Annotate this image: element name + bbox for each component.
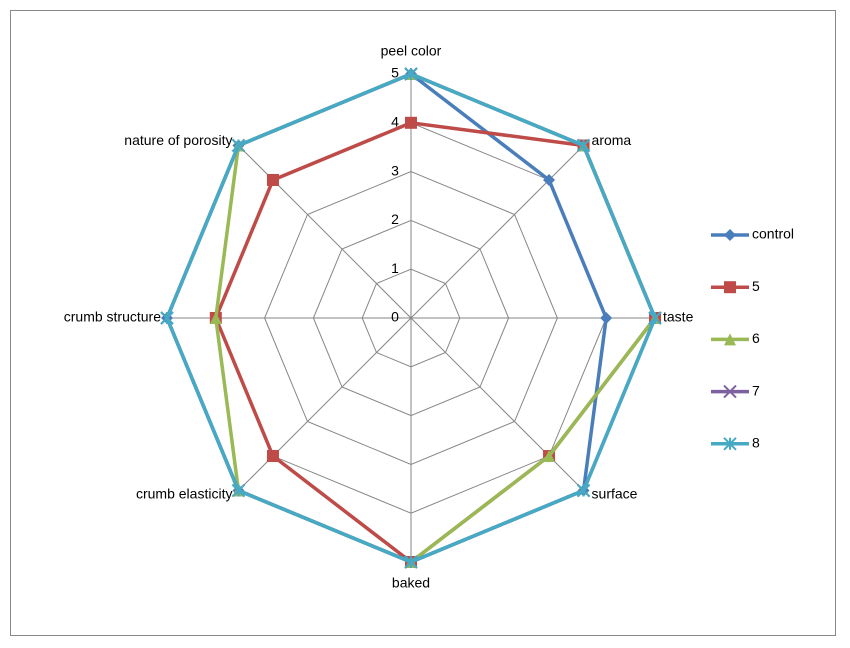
category-label: baked: [392, 575, 430, 591]
point-marker: [266, 450, 279, 463]
category-label: crumb structure: [64, 309, 161, 325]
point-marker: [543, 450, 556, 463]
point-marker: [543, 173, 556, 186]
tick-label: 0: [391, 309, 399, 325]
point-marker: [648, 311, 662, 325]
category-label: taste: [663, 309, 694, 325]
tick-label: 2: [391, 211, 399, 227]
point-marker: [231, 483, 246, 498]
chart-frame: [10, 10, 836, 636]
legend-label: 8: [752, 435, 760, 451]
point-marker: [576, 483, 591, 498]
point-marker: [266, 173, 279, 186]
point-marker: [404, 67, 418, 81]
tick-label: 5: [391, 65, 399, 81]
point-marker: [404, 555, 418, 569]
point-marker: [405, 116, 417, 129]
category-label: peel color: [381, 43, 442, 59]
legend-label: 5: [752, 278, 760, 294]
category-label: crumb elasticity: [136, 485, 232, 501]
point-marker: [576, 138, 591, 153]
legend-marker: [723, 384, 737, 399]
point-marker: [209, 312, 222, 324]
category-label: surface: [592, 485, 638, 501]
tick-label: 3: [391, 162, 399, 178]
point-marker: [231, 138, 246, 153]
legend-marker: [723, 437, 737, 451]
category-label: nature of porosity: [124, 132, 232, 148]
legend-label: 6: [752, 330, 760, 346]
legend-label: 7: [752, 382, 760, 398]
legend-marker: [724, 229, 736, 241]
spoke: [410, 145, 584, 319]
point-marker: [160, 311, 174, 325]
category-label: aroma: [592, 132, 632, 148]
legend-marker: [724, 333, 736, 346]
legend-marker: [724, 281, 736, 294]
legend-label: control: [752, 226, 794, 242]
point-marker: [600, 312, 613, 324]
tick-label: 4: [391, 114, 399, 130]
tick-label: 1: [391, 260, 399, 276]
